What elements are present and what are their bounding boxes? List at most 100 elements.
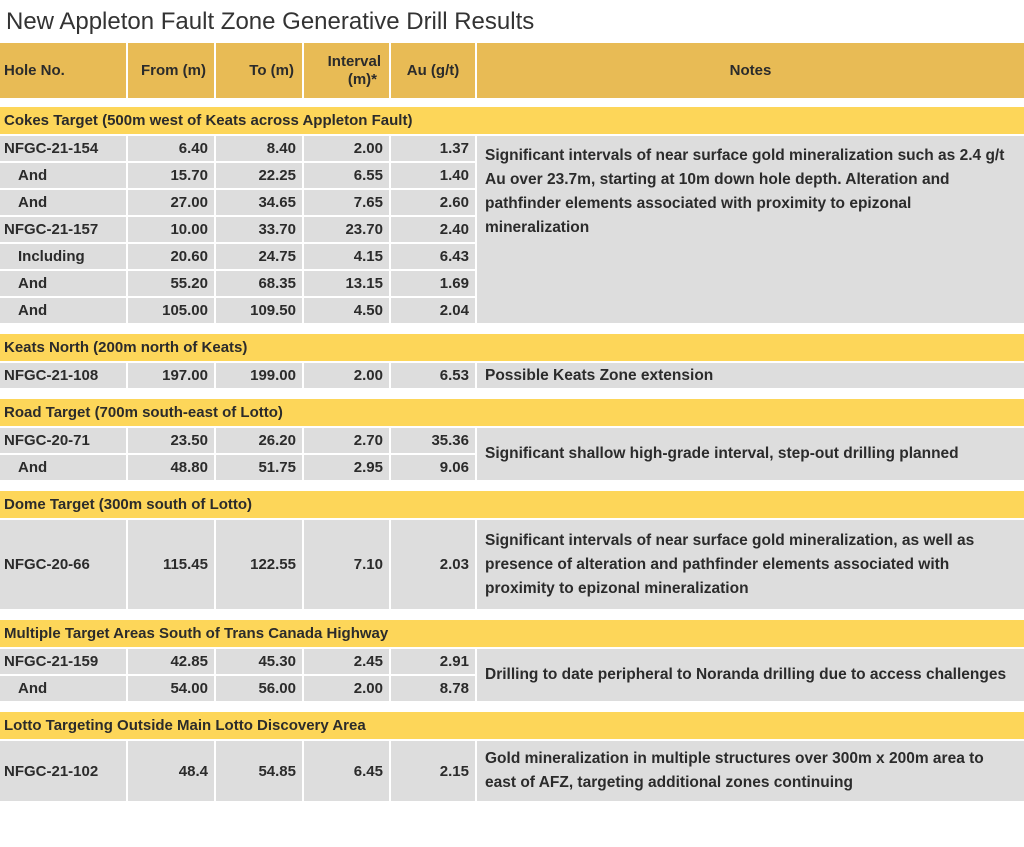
table-row: Including 20.60 24.75 4.15 6.43 [0, 244, 1024, 271]
page-title: New Appleton Fault Zone Generative Drill… [6, 8, 535, 35]
header-au: Au (g/t) [391, 43, 477, 98]
header-from: From (m) [128, 43, 216, 98]
cell-from: 105.00 [128, 298, 216, 325]
cell-to: 68.35 [216, 271, 304, 298]
cell-interval: 6.55 [304, 163, 391, 190]
table-row: NFGC-21-159 42.85 45.30 2.45 2.91 Drilli… [0, 649, 1024, 703]
section-row-lotto-targeting: Lotto Targeting Outside Main Lotto Disco… [0, 712, 1024, 741]
table-row: And 105.00 109.50 4.50 2.04 [0, 298, 1024, 325]
cell-hole: And [0, 676, 128, 703]
cell-hole: And [0, 163, 128, 190]
table-row: And 15.70 22.25 6.55 1.40 [0, 163, 1024, 190]
cell-notes: Significant intervals of near surface go… [477, 136, 1024, 325]
cell-to: 56.00 [216, 676, 304, 703]
section-title: Lotto Targeting Outside Main Lotto Disco… [0, 712, 1024, 741]
cell-from: 20.60 [128, 244, 216, 271]
section-title: Multiple Target Areas South of Trans Can… [0, 620, 1024, 649]
cell-au: 1.69 [391, 271, 477, 298]
cell-from: 55.20 [128, 271, 216, 298]
cell-interval: 7.65 [304, 190, 391, 217]
section-title: Cokes Target (500m west of Keats across … [0, 107, 1024, 136]
header-interval-line1: Interval [327, 52, 381, 70]
section-row-dome-target: Dome Target (300m south of Lotto) [0, 491, 1024, 520]
cell-hole: NFGC-20-66 [0, 520, 128, 611]
cell-notes: Significant intervals of near surface go… [477, 520, 1024, 611]
table-row: NFGC-21-154 6.40 8.40 2.00 1.37 Signific… [0, 136, 1024, 325]
cell-interval: 4.50 [304, 298, 391, 325]
section-row-multiple-target-areas: Multiple Target Areas South of Trans Can… [0, 620, 1024, 649]
cell-au: 6.53 [391, 363, 477, 390]
cell-hole: NFGC-20-71 [0, 428, 128, 455]
cell-au: 2.40 [391, 217, 477, 244]
cell-notes: Drilling to date peripheral to Noranda d… [477, 649, 1024, 703]
cell-interval: 2.70 [304, 428, 391, 455]
section-row-cokes: Cokes Target (500m west of Keats across … [0, 107, 1024, 136]
cell-au: 2.15 [391, 741, 477, 803]
table-row: And 55.20 68.35 13.15 1.69 [0, 271, 1024, 298]
cell-to: 54.85 [216, 741, 304, 803]
cell-hole: Including [0, 244, 128, 271]
cell-notes: Possible Keats Zone extension [477, 363, 1024, 390]
cell-interval: 4.15 [304, 244, 391, 271]
cell-interval: 2.00 [304, 363, 391, 390]
cell-au: 8.78 [391, 676, 477, 703]
section-title: Road Target (700m south-east of Lotto) [0, 399, 1024, 428]
cell-interval: 2.00 [304, 136, 391, 163]
cell-from: 48.4 [128, 741, 216, 803]
table-row: NFGC-21-157 10.00 33.70 23.70 2.40 [0, 217, 1024, 244]
cell-from: 54.00 [128, 676, 216, 703]
table-row: NFGC-20-71 23.50 26.20 2.70 35.36 Signif… [0, 428, 1024, 482]
cell-interval: 2.00 [304, 676, 391, 703]
cell-hole: And [0, 271, 128, 298]
header-hole: Hole No. [0, 43, 128, 98]
cell-interval: 6.45 [304, 741, 391, 803]
cell-hole: And [0, 298, 128, 325]
cell-from: 23.50 [128, 428, 216, 455]
cell-to: 122.55 [216, 520, 304, 611]
cell-hole: NFGC-21-159 [0, 649, 128, 676]
cell-hole: NFGC-21-154 [0, 136, 128, 163]
cell-to: 33.70 [216, 217, 304, 244]
cell-to: 34.65 [216, 190, 304, 217]
cell-au: 9.06 [391, 455, 477, 482]
cell-au: 35.36 [391, 428, 477, 455]
cell-hole: NFGC-21-102 [0, 741, 128, 803]
cell-to: 8.40 [216, 136, 304, 163]
cell-to: 109.50 [216, 298, 304, 325]
cell-from: 6.40 [128, 136, 216, 163]
table-row: And 54.00 56.00 2.00 8.78 [0, 676, 1024, 703]
header-notes: Notes [477, 43, 1024, 98]
cell-interval: 13.15 [304, 271, 391, 298]
cell-interval: 2.95 [304, 455, 391, 482]
cell-from: 115.45 [128, 520, 216, 611]
cell-hole: And [0, 190, 128, 217]
table-row: NFGC-20-66 115.45 122.55 7.10 2.03 Signi… [0, 520, 1024, 611]
table-row: NFGC-21-102 48.4 54.85 6.45 2.15 Gold mi… [0, 741, 1024, 803]
cell-notes: Gold mineralization in multiple structur… [477, 741, 1024, 803]
cell-hole: NFGC-21-157 [0, 217, 128, 244]
cell-from: 10.00 [128, 217, 216, 244]
header-interval: Interval (m)* [304, 43, 391, 98]
cell-au: 1.40 [391, 163, 477, 190]
header-interval-line2: (m)* [347, 70, 377, 88]
cell-hole: NFGC-21-108 [0, 363, 128, 390]
section-row-road-target: Road Target (700m south-east of Lotto) [0, 399, 1024, 428]
cell-au: 2.04 [391, 298, 477, 325]
table-row: And 27.00 34.65 7.65 2.60 [0, 190, 1024, 217]
cell-hole: And [0, 455, 128, 482]
cell-to: 45.30 [216, 649, 304, 676]
cell-to: 22.25 [216, 163, 304, 190]
cell-to: 51.75 [216, 455, 304, 482]
cell-au: 2.60 [391, 190, 477, 217]
cell-au: 2.91 [391, 649, 477, 676]
header-to: To (m) [216, 43, 304, 98]
cell-to: 24.75 [216, 244, 304, 271]
cell-from: 42.85 [128, 649, 216, 676]
section-row-keats-north: Keats North (200m north of Keats) [0, 334, 1024, 363]
cell-au: 6.43 [391, 244, 477, 271]
cell-notes: Significant shallow high-grade interval,… [477, 428, 1024, 482]
cell-from: 15.70 [128, 163, 216, 190]
cell-interval: 23.70 [304, 217, 391, 244]
section-title: Keats North (200m north of Keats) [0, 334, 1024, 363]
cell-interval: 2.45 [304, 649, 391, 676]
